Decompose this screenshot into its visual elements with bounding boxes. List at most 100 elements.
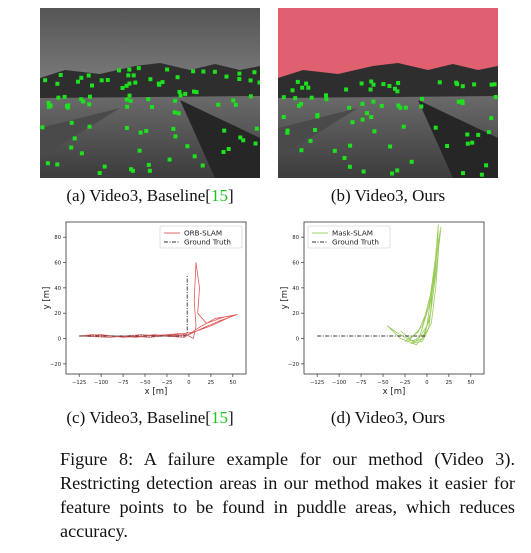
feature-point [62,94,67,99]
feature-point [224,74,229,79]
feature-point [493,95,498,99]
feature-point [58,73,63,77]
feature-point [492,82,497,87]
trajectory-plot-ours: −125 −100 −75 −50 −25 0 25 50 −20 0 20 40 60 80 x [m] y… [278,214,498,404]
feature-point [173,134,178,139]
feature-point [124,83,129,88]
x-tick-label: −25 [161,380,172,386]
feature-point [393,86,397,91]
feature-point [281,95,286,100]
feature-point [226,147,231,151]
citation-link[interactable]: 15 [210,186,228,205]
x-tick-label: −125 [72,380,86,386]
feature-point [178,93,183,98]
feature-point [127,81,132,86]
feature-point [183,91,188,96]
caption-a-text: (a) Video3, Baseline[ [66,186,211,205]
photo-video3-baseline [40,8,260,178]
feature-point [368,87,373,92]
x-tick-label: −75 [118,380,129,386]
y-tick-label: 80 [54,235,61,241]
feature-point [465,141,470,146]
citation-link[interactable]: 15 [210,408,228,427]
feature-point [387,84,392,88]
legend-label: Ground Truth [184,238,231,247]
feature-point [216,102,221,107]
feature-point [379,103,384,108]
feature-point [304,81,309,86]
feature-point [398,105,403,110]
feature-point [472,82,477,87]
feature-point [372,129,377,134]
feature-point [252,70,257,75]
plot-frame [65,221,247,375]
feature-point [381,82,386,87]
y-tick-label: 20 [292,311,299,317]
feature-point [69,145,74,150]
feature-point [81,99,86,104]
feature-point [144,129,149,133]
feature-point [460,84,465,89]
feature-point [146,162,151,167]
feature-point [479,172,484,177]
feature-point [86,73,91,78]
y-tick-label: 80 [292,235,299,241]
y-tick-label: 20 [54,311,61,317]
feature-point [185,144,190,149]
feature-point [87,124,92,129]
legend-label: Mask-SLAM [332,229,373,238]
figure-caption: Figure 8: A failure example for our meth… [60,449,515,541]
feature-point [175,75,180,80]
feature-point [300,85,305,90]
feature-point [308,138,313,143]
feature-point [128,98,133,103]
feature-points [281,79,498,177]
feature-point [420,96,424,101]
x-tick-label: −125 [310,380,324,386]
y-tick-label: 40 [292,286,299,292]
feature-point [124,97,129,102]
feature-point [137,148,142,153]
x-tick-label: −50 [378,380,389,386]
feature-point [476,132,481,137]
feature-point [177,89,182,94]
feature-point [395,89,400,94]
feature-point [403,105,408,110]
legend-label: ORB-SLAM [184,229,222,238]
feature-point [396,103,401,108]
feature-point [359,81,364,86]
caption-d-text: (d) Video3, Ours [330,408,446,427]
feature-point [76,79,80,84]
feature-point [90,83,94,88]
x-tick-label: 25 [208,380,215,386]
feature-point [347,105,352,110]
feature-point [194,90,199,95]
feature-point [369,79,374,84]
feature-point [371,82,376,87]
feature-point [395,168,400,173]
feature-point [148,77,153,82]
feature-point [167,157,172,162]
feature-point [315,114,320,119]
photo-canvas [40,8,260,178]
caption-c-close: ] [227,408,234,427]
feature-point [396,81,401,85]
feature-point [342,156,347,160]
y-axis-label: y [m] [280,287,290,310]
feature-point [133,80,138,85]
feature-point [43,78,48,83]
legend-box [159,225,243,249]
feature-point [72,136,77,141]
feature-point [47,104,52,109]
trajectory-plot-baseline: −125 −100 −75 −50 −25 0 25 50 −20 0 20 40 60 80 x [m] y… [40,214,260,404]
series-line-ground-truth [79,275,188,337]
feature-point [212,69,217,74]
feature-point [56,95,61,100]
feature-point [248,78,253,83]
feature-point [360,117,365,122]
feature-point [360,101,365,106]
feature-point [281,115,286,119]
feature-point [454,80,459,85]
x-tick-label: 50 [230,380,237,386]
